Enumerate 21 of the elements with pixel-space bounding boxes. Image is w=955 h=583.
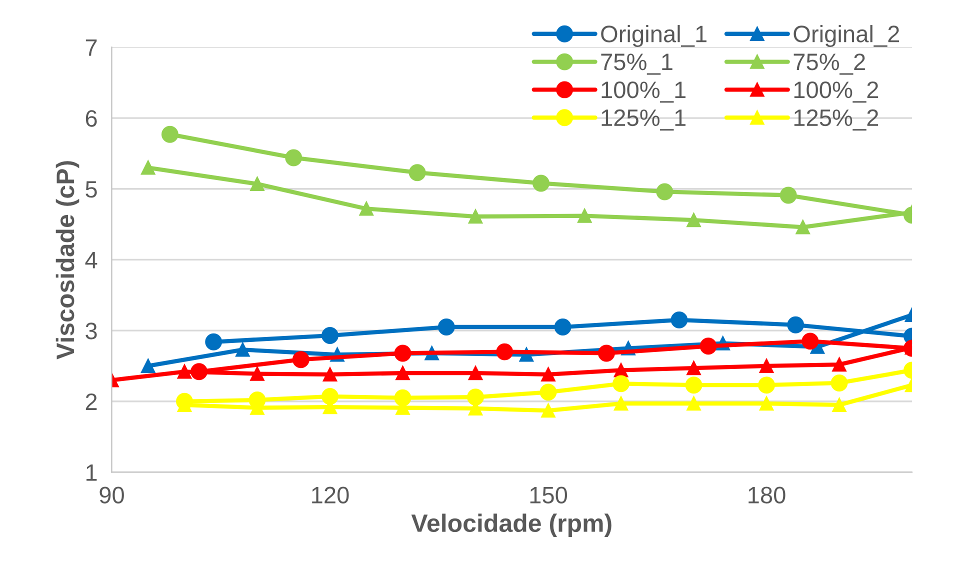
x-axis-title: Velocidade (rpm) (411, 514, 612, 537)
legend-label: 75%_1 (601, 54, 672, 75)
legend-label: 125%_1 (602, 109, 686, 131)
y-tick-label: 7 (86, 40, 97, 56)
y-tick-label: 5 (86, 181, 97, 198)
legend-label: Original_2 (794, 25, 900, 48)
x-tick-label: 180 (748, 486, 786, 504)
y-tick-label: 4 (85, 252, 98, 268)
y-tick-label: 1 (86, 464, 97, 481)
y-tick-label: 3 (86, 322, 97, 340)
legend-label: 100%_1 (602, 81, 686, 103)
legend-label: 125%_2 (794, 109, 878, 131)
x-tick-label: 150 (530, 486, 568, 504)
x-tick-label: 120 (312, 486, 349, 504)
x-tick-label: 90 (100, 486, 124, 504)
legend-label: 100%_2 (794, 81, 878, 103)
y-tick-label: 6 (86, 110, 97, 127)
y-tick-label: 2 (86, 393, 97, 410)
legend-label: 75%_2 (794, 54, 865, 75)
y-axis-title: Viscosidade (cP) (56, 161, 80, 360)
legend-label: Original_1 (601, 25, 706, 48)
